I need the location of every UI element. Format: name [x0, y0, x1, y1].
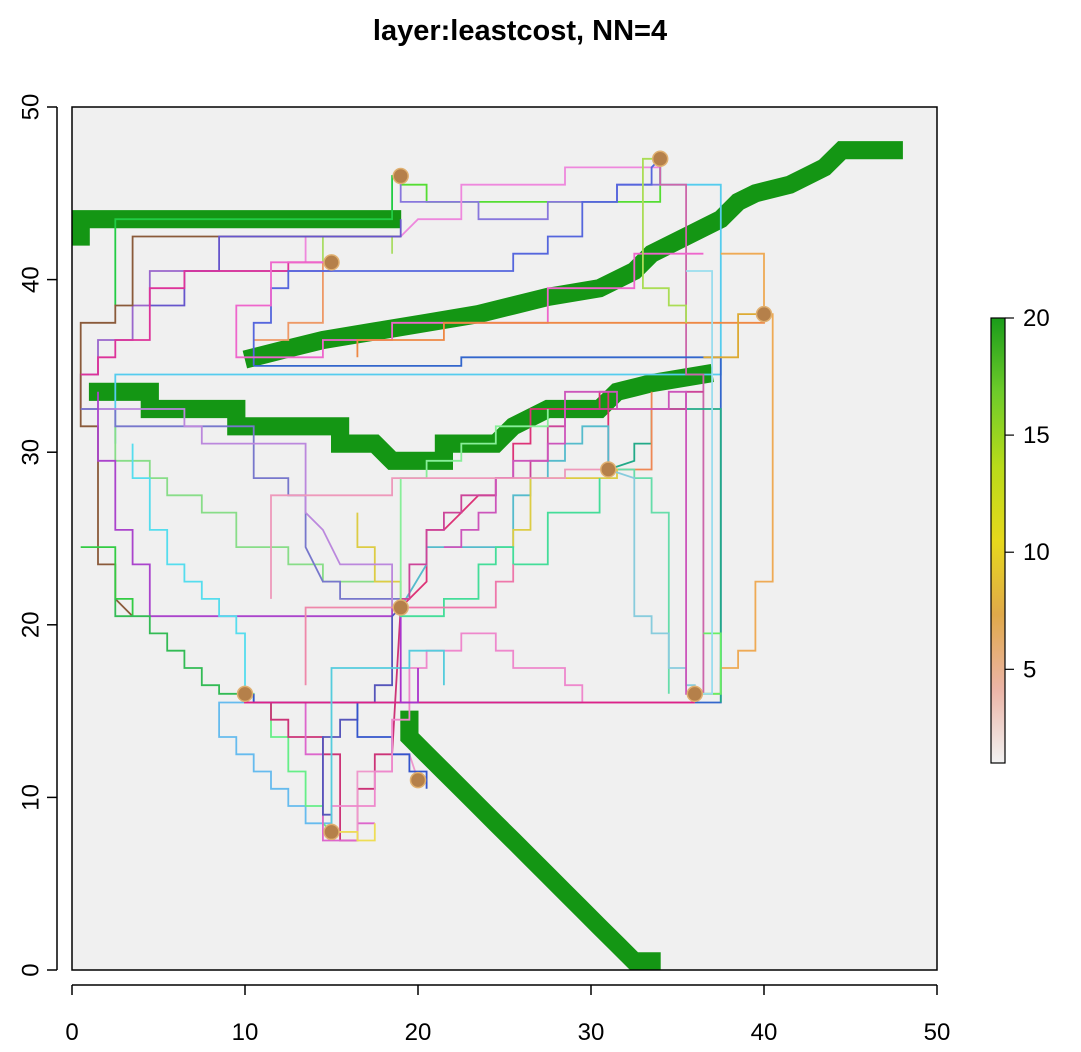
colorbar-gradient — [990, 317, 1006, 764]
point-6 — [236, 685, 254, 703]
x-tick-label-4: 40 — [751, 1019, 778, 1046]
path-52 — [686, 270, 713, 695]
y-tick-label-0: 0 — [17, 963, 44, 976]
y-tick-label-5: 50 — [17, 94, 44, 121]
colorbar-legend: 5 10 15 20 — [990, 305, 1050, 764]
plot-area — [71, 106, 938, 971]
point-4 — [600, 461, 617, 478]
path-40 — [330, 632, 695, 832]
point-2 — [323, 254, 340, 271]
y-tick-label-2: 20 — [17, 611, 44, 638]
path-31 — [131, 443, 246, 694]
x-tick-label-3: 30 — [578, 1019, 605, 1046]
point-5 — [392, 599, 409, 616]
path-30 — [97, 391, 401, 618]
plot-frame — [71, 106, 938, 971]
path-46 — [399, 607, 419, 704]
colorbar-tick-label-2: 15 — [1023, 422, 1050, 449]
path-32 — [114, 598, 245, 695]
colorbar-tick-label-0: 5 — [1023, 656, 1036, 683]
point-7 — [686, 685, 704, 703]
path-54 — [642, 157, 687, 323]
path-11 — [80, 261, 332, 376]
path-29 — [98, 408, 401, 609]
point-9 — [323, 823, 340, 841]
x-axis: 0 10 20 30 40 50 — [65, 984, 951, 1046]
path-33 — [218, 693, 333, 832]
path-23 — [608, 468, 670, 694]
point-1 — [651, 150, 669, 168]
barrier-2 — [88, 364, 714, 470]
y-tick-label-3: 30 — [17, 439, 44, 466]
x-tick-label-2: 20 — [405, 1019, 432, 1046]
x-tick-label-0: 0 — [65, 1019, 78, 1046]
colorbar-tick-label-3: 20 — [1023, 305, 1050, 332]
path-44 — [330, 649, 445, 832]
point-layer — [236, 150, 773, 841]
path-16 — [703, 313, 764, 359]
least-cost-paths — [79, 157, 774, 842]
point-8 — [409, 771, 427, 789]
colorbar-tick-label-1: 10 — [1023, 539, 1050, 566]
y-tick-label-1: 10 — [17, 784, 44, 811]
path-47 — [399, 478, 601, 618]
x-tick-label-1: 10 — [232, 1019, 259, 1046]
path-43 — [331, 823, 376, 842]
point-0 — [392, 167, 409, 185]
path-49 — [608, 468, 696, 694]
path-17 — [720, 252, 765, 315]
y-axis: 0 10 20 30 40 50 — [17, 94, 58, 977]
path-25 — [114, 426, 401, 609]
chart-title: layer:leastcost, NN=4 — [373, 15, 667, 47]
path-42 — [304, 606, 401, 686]
path-4 — [659, 158, 705, 694]
colorbar-ticks: 5 10 15 20 — [1005, 305, 1050, 683]
point-3 — [755, 305, 773, 323]
y-tick-label-4: 40 — [17, 266, 44, 293]
path-55 — [400, 564, 515, 609]
path-50 — [443, 390, 695, 695]
barrier-3 — [400, 710, 661, 971]
x-tick-label-5: 50 — [924, 1019, 951, 1046]
path-53 — [270, 468, 609, 599]
